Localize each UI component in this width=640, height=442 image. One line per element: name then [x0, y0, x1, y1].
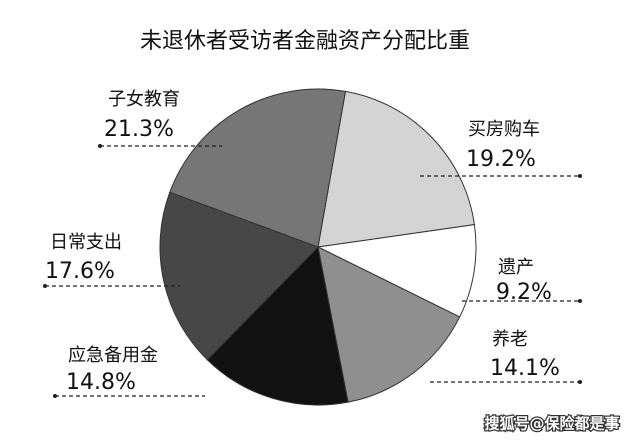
category-label: 应急备用金 — [68, 345, 158, 366]
category-label: 日常支出 — [50, 232, 122, 253]
pie-slice — [159, 191, 319, 361]
value-label: 14.8% — [66, 370, 136, 395]
watermark: 搜狐号@保险都是事 — [484, 415, 619, 433]
leader-dot — [98, 144, 102, 148]
category-label: 养老 — [492, 329, 528, 350]
pie-slice — [206, 245, 349, 406]
category-label: 遗产 — [498, 257, 534, 278]
leader-dot — [578, 174, 582, 178]
leader-dot — [53, 394, 57, 398]
value-label: 17.6% — [45, 259, 115, 284]
value-label: 14.1% — [490, 356, 560, 381]
pie-slice — [317, 90, 475, 248]
value-label: 19.2% — [466, 147, 536, 172]
category-label: 子女教育 — [108, 89, 180, 110]
leader-dot — [578, 380, 582, 384]
pie-slice — [169, 88, 347, 248]
category-label: 买房购车 — [468, 119, 540, 140]
pie-slice — [317, 246, 461, 403]
pie-slice — [316, 224, 477, 318]
value-label: 21.3% — [104, 117, 174, 142]
value-label: 9.2% — [496, 280, 552, 305]
chart-title: 未退休者受访者金融资产分配比重 — [140, 29, 470, 54]
leader-dot — [578, 299, 582, 303]
leader-dot — [43, 284, 47, 288]
